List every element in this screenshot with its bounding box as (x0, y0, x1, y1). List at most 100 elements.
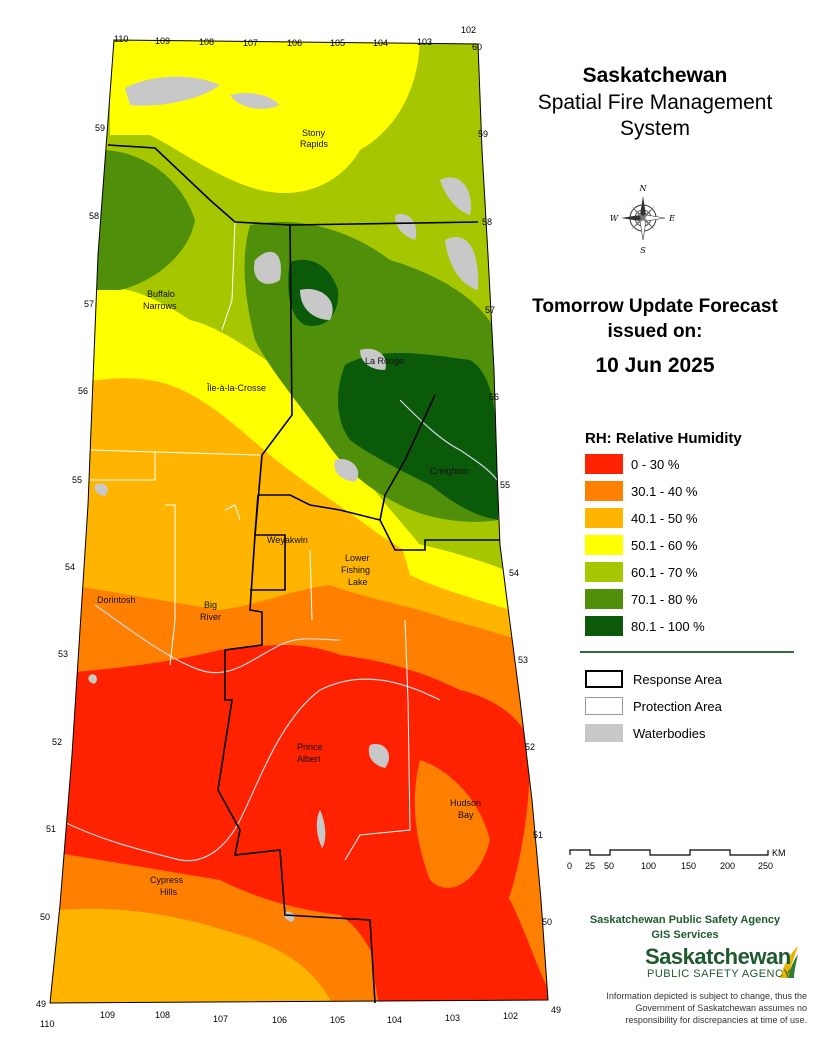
agency-logo-icon (780, 946, 798, 978)
response-area-lines (107, 144, 500, 1004)
lon-bottom-label: 110 (40, 1019, 54, 1029)
lon-bottom-label: 104 (387, 1015, 402, 1025)
place-prince-albert: Albert (297, 754, 321, 764)
lat-label: 51 (46, 824, 56, 834)
lat-label: 59 (95, 123, 105, 133)
legend-color-swatch (585, 589, 623, 609)
protection-area-lines (89, 221, 411, 861)
lat-label: 50 (40, 912, 50, 922)
place-stony-rapids: Rapids (300, 139, 329, 149)
map-subtitle: Spatial Fire Management System (505, 90, 805, 142)
lat-label: 57 (485, 305, 495, 315)
legend-class-row: 0 - 30 % (585, 454, 679, 474)
place-lower-fishing-lake: Lower (345, 553, 370, 563)
agency-credit: Saskatchewan Public Safety Agency GIS Se… (560, 913, 810, 943)
scale-tick: 0 (567, 861, 572, 871)
map-title: Saskatchewan (582, 64, 728, 87)
province-outline (49, 39, 549, 1004)
response-area-swatch (585, 670, 623, 688)
legend-title: RH: Relative Humidity (585, 430, 742, 447)
legend-class-label: 40.1 - 50 % (631, 510, 698, 526)
legend-label: Waterbodies (633, 725, 706, 741)
legend-color-swatch (585, 454, 623, 474)
place-lower-fishing-lake: Fishing (341, 565, 370, 575)
lon-top-label: 102 (461, 25, 476, 35)
lat-label: 59 (478, 129, 488, 139)
lat-label: 58 (482, 217, 492, 227)
map-subtitle-line: Spatial Fire Management (537, 91, 773, 114)
lat-label: 51 (533, 830, 543, 840)
lat-label: 53 (58, 649, 68, 659)
lon-top-label: 108 (199, 37, 214, 47)
lon-top-label: 109 (155, 36, 170, 46)
svg-text:E: E (668, 214, 675, 223)
scale-tick: 250 (758, 861, 773, 871)
lon-top-label: 107 (243, 38, 258, 48)
lat-label: 57 (84, 299, 94, 309)
svg-text:W: W (610, 214, 619, 223)
lon-top-label: 104 (373, 38, 388, 48)
legend-class-row: 30.1 - 40 % (585, 481, 698, 501)
legend-class-row: 40.1 - 50 % (585, 508, 698, 528)
legend-color-swatch (585, 481, 623, 501)
legend-protection-area: Protection Area (585, 697, 722, 715)
place-prince-albert: Prince (297, 742, 323, 752)
place-cypress-hills: Hills (160, 887, 177, 897)
legend-class-row: 60.1 - 70 % (585, 562, 698, 582)
lon-top-label: 103 (417, 37, 432, 47)
legend-class-row: 50.1 - 60 % (585, 535, 698, 555)
logo-wordmark: Saskatchewan (645, 944, 791, 969)
lat-label: 54 (65, 562, 75, 572)
lon-bottom-label: 106 (272, 1015, 287, 1025)
lon-bottom-label: 108 (155, 1010, 170, 1020)
legend-class-label: 50.1 - 60 % (631, 537, 698, 553)
compass-rose-icon: N S E W (610, 184, 675, 255)
legend-color-swatch (585, 562, 623, 582)
svg-text:S: S (640, 246, 646, 255)
lon-bottom-label: 103 (445, 1013, 460, 1023)
legend-color-swatch (585, 508, 623, 528)
lon-top-label: 105 (330, 38, 345, 48)
place-lower-fishing-lake: Lake (348, 577, 368, 587)
lat-label: 60 (472, 42, 482, 52)
lon-top-label: 110 (114, 34, 128, 44)
lat-label: 56 (78, 386, 88, 396)
place-dorintosh: Dorintosh (97, 595, 136, 605)
legend-waterbodies: Waterbodies (585, 724, 706, 742)
place-stony-rapids: Stony (302, 128, 326, 138)
disclaimer: Information depicted is subject to chang… (606, 991, 807, 1025)
place-buffalo-narrows: Buffalo (147, 289, 175, 299)
agency-unit: GIS Services (651, 929, 719, 941)
legend-class-label: 30.1 - 40 % (631, 483, 698, 499)
place-big-river: Big (204, 600, 217, 610)
place-cypress-hills: Cypress (150, 875, 184, 885)
agency-logo: Saskatchewan PUBLIC SAFETY AGENCY (645, 944, 805, 984)
humidity-zones (50, 40, 548, 1003)
place-creighton: Creighton (430, 466, 469, 476)
scale-unit: KM (772, 848, 786, 858)
lat-label: 58 (89, 211, 99, 221)
legend-color-swatch (585, 616, 623, 636)
lon-top-label: 106 (287, 38, 302, 48)
lat-label: 56 (489, 392, 499, 402)
place-ile-a-la-crosse: Île-à-la-Crosse (206, 383, 266, 393)
place-big-river: River (200, 612, 221, 622)
waterbodies (88, 76, 479, 922)
legend-class-label: 60.1 - 70 % (631, 564, 698, 580)
agency-name: Saskatchewan Public Safety Agency (589, 914, 781, 926)
lat-label: 49 (36, 999, 46, 1009)
latitude-labels: 60 59 59 58 58 57 57 56 56 55 55 54 54 5… (36, 42, 561, 1015)
scale-tick: 100 (641, 861, 656, 871)
scale-tick: 25 (585, 861, 595, 871)
longitude-labels-bottom: 110 109 108 107 106 105 104 103 102 (40, 1010, 518, 1029)
scale-tick: 200 (720, 861, 735, 871)
legend-label: Response Area (633, 671, 722, 687)
svg-text:N: N (639, 184, 648, 193)
legend-class-label: 80.1 - 100 % (631, 618, 705, 634)
forecast-heading: Tomorrow Update Forecast (532, 296, 778, 317)
lat-label: 55 (500, 480, 510, 490)
legend-class-row: 80.1 - 100 % (585, 616, 705, 636)
legend-class-row: 70.1 - 80 % (585, 589, 698, 609)
place-buffalo-narrows: Narrows (143, 301, 177, 311)
